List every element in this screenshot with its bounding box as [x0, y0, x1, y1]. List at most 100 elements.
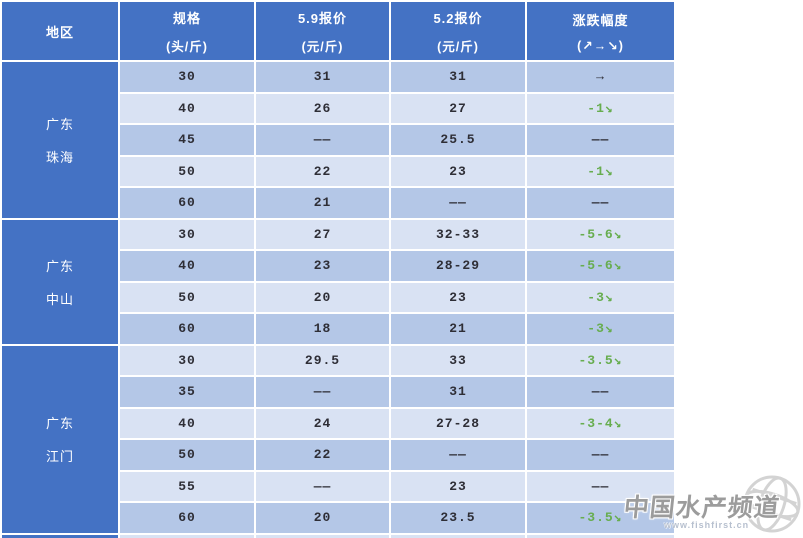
price-5-9-cell: 22: [256, 156, 389, 186]
price-5-9-cell: 31: [256, 62, 389, 92]
empty-cell: [256, 534, 389, 538]
change-cell: ——: [527, 125, 674, 155]
price-5-9-cell: 26: [256, 93, 389, 123]
change-cell: -1↘: [527, 93, 674, 123]
spec-cell: 60: [120, 503, 254, 533]
price-5-2-cell: 27-28: [391, 408, 525, 438]
table-row: 45 —— 25.5 ——: [2, 125, 674, 155]
change-cell: -3-4↘: [527, 408, 674, 438]
price-5-9-cell: 20: [256, 503, 389, 533]
column-header-change: 涨跌幅度 (↗→↘): [527, 2, 674, 60]
spec-cell: 30: [120, 219, 254, 249]
empty-cell: [391, 534, 525, 538]
change-cell: ——: [527, 440, 674, 470]
price-5-2-cell: 27: [391, 93, 525, 123]
change-cell: ——: [527, 377, 674, 407]
price-5-2-cell: 31: [391, 62, 525, 92]
table-row: 60 21 —— ——: [2, 188, 674, 218]
column-header-price-5-9: 5.9报价 (元/斤): [256, 2, 389, 60]
region-label: 珠海: [45, 149, 74, 165]
price-5-2-cell: ——: [391, 188, 525, 218]
region-label: 中山: [45, 291, 74, 307]
spec-cell: 45: [120, 125, 254, 155]
region-label: 江门: [45, 449, 74, 464]
table-row: 60 18 21 -3↘: [2, 314, 674, 344]
region-label: 广东: [45, 258, 74, 274]
table-row: 35 —— 31 ——: [2, 377, 674, 407]
header-label: 5.2报价: [433, 10, 483, 26]
spec-cell: 55: [120, 471, 254, 501]
price-5-2-cell: 31: [391, 377, 525, 407]
price-5-2-cell: 25.5: [391, 125, 525, 155]
region-label: 广东: [45, 416, 74, 431]
globe-icon: [743, 475, 801, 533]
spec-cell: 30: [120, 62, 254, 92]
spec-cell: 60: [120, 314, 254, 344]
spec-cell: 40: [120, 251, 254, 281]
change-cell: -1↘: [527, 156, 674, 186]
column-header-region: 地区: [2, 2, 118, 60]
table-row: 广东 江门 30 29.5 33 -3.5↘: [2, 345, 674, 533]
header-label: 地区: [45, 24, 74, 40]
price-5-9-cell: 24: [256, 408, 389, 438]
price-5-9-cell: 20: [256, 282, 389, 312]
price-5-2-cell: 33: [391, 345, 525, 375]
table-row: 40 24 27-28 -3-4↘: [2, 408, 674, 438]
price-5-9-cell: 18: [256, 314, 389, 344]
price-table-body: 广东 珠海 30 31 31 → 40 26 27 -1↘ 45 —— 25.5 —— 50 22 23 -1↘ 6…: [2, 62, 674, 538]
header-label: 涨跌幅度: [572, 12, 629, 28]
price-5-2-cell: 32-33: [391, 219, 525, 249]
table-row-partial: [2, 534, 674, 538]
change-cell: →: [527, 62, 674, 92]
table-row: 40 23 28-29 -5-6↘: [2, 251, 674, 281]
column-header-spec: 规格 (头/斤): [120, 2, 254, 60]
region-label: 广东: [45, 116, 74, 132]
header-unit: (头/斤): [166, 39, 208, 54]
price-5-2-cell: 28-29: [391, 251, 525, 281]
table-row: 60 20 23.5 -3.5↘: [2, 503, 674, 533]
region-cell: 广东 珠海: [2, 62, 118, 218]
spec-cell: 50: [120, 440, 254, 470]
spec-cell: 40: [120, 408, 254, 438]
table-row: 广东 珠海 30 31 31 →: [2, 62, 674, 218]
price-5-9-cell: 29.5: [256, 345, 389, 375]
price-5-9-cell: 22: [256, 440, 389, 470]
change-cell: -3.5↘: [527, 503, 674, 533]
price-table: 地区 规格 (头/斤) 5.9报价 (元/斤) 5.2报价 (元/斤) 涨跌幅度…: [0, 0, 676, 538]
header-unit: (元/斤): [437, 39, 479, 54]
change-cell: ——: [527, 188, 674, 218]
column-header-price-5-2: 5.2报价 (元/斤): [391, 2, 525, 60]
region-cell: 广东 中山: [2, 219, 118, 344]
change-cell: ——: [527, 471, 674, 501]
table-row: 55 —— 23 ——: [2, 471, 674, 501]
price-5-2-cell: 23: [391, 156, 525, 186]
header-unit: (↗→↘): [577, 38, 624, 53]
table-row: 广东 中山 30 27 32-33 -5-6↘: [2, 219, 674, 344]
header-row: 地区 规格 (头/斤) 5.9报价 (元/斤) 5.2报价 (元/斤) 涨跌幅度…: [2, 2, 674, 60]
price-5-9-cell: 21: [256, 188, 389, 218]
price-5-9-cell: 27: [256, 219, 389, 249]
table-row: 40 26 27 -1↘: [2, 93, 674, 123]
header-label: 规格: [172, 10, 201, 26]
region-cell: [2, 534, 118, 538]
change-cell: -3↘: [527, 314, 674, 344]
change-cell: -3↘: [527, 282, 674, 312]
watermark-url: www.fishfirst.cn: [664, 520, 750, 530]
spec-cell: 30: [120, 345, 254, 375]
price-5-2-cell: 21: [391, 314, 525, 344]
table-row: 50 20 23 -3↘: [2, 282, 674, 312]
spec-cell: 40: [120, 93, 254, 123]
price-5-2-cell: 23: [391, 471, 525, 501]
price-5-9-cell: 23: [256, 251, 389, 281]
price-5-2-cell: 23.5: [391, 503, 525, 533]
change-cell: -3.5↘: [527, 345, 674, 375]
header-unit: (元/斤): [301, 39, 344, 54]
region-cell: 广东 江门: [2, 345, 118, 533]
price-5-2-cell: 23: [391, 282, 525, 312]
change-cell: -5-6↘: [527, 219, 674, 249]
price-5-9-cell: ——: [256, 125, 389, 155]
spec-cell: 50: [120, 156, 254, 186]
price-5-9-cell: ——: [256, 471, 389, 501]
spec-cell: 60: [120, 188, 254, 218]
